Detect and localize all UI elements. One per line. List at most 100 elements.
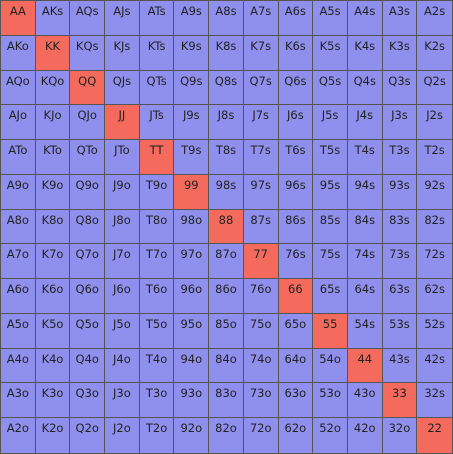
hand-cell-pair[interactable]: 66 [278,279,314,314]
hand-cell-suited[interactable]: K4s [347,35,383,71]
hand-cell-offsuit[interactable]: K7o [35,244,71,280]
hand-cell-suited[interactable]: 42s [417,348,452,384]
hand-cell-suited[interactable]: 64s [347,279,383,314]
hand-cell-suited[interactable]: A6s [278,1,314,36]
hand-cell-offsuit[interactable]: Q3o [70,383,106,419]
hand-cell-offsuit[interactable]: T4o [139,348,175,384]
hand-cell-offsuit[interactable]: Q8o [70,209,106,245]
hand-cell-suited[interactable]: 73s [382,244,418,280]
hand-cell-suited[interactable]: K6s [278,35,314,71]
hand-cell-offsuit[interactable]: 74o [243,348,279,384]
hand-cell-offsuit[interactable]: 94o [174,348,210,384]
hand-cell-pair[interactable]: QQ [70,70,106,106]
hand-cell-suited[interactable]: J8s [209,105,244,141]
hand-cell-offsuit[interactable]: A4o [1,348,36,384]
hand-cell-pair[interactable]: 88 [209,209,244,245]
hand-cell-offsuit[interactable]: 87o [209,244,244,280]
hand-cell-suited[interactable]: 85s [313,209,348,245]
hand-cell-offsuit[interactable]: 96o [174,279,210,314]
hand-cell-suited[interactable]: QTs [139,70,175,106]
hand-cell-offsuit[interactable]: Q2o [70,418,106,453]
hand-cell-offsuit[interactable]: T8o [139,209,175,245]
hand-cell-suited[interactable]: 95s [313,174,348,210]
hand-cell-offsuit[interactable]: A7o [1,244,36,280]
hand-cell-offsuit[interactable]: 85o [209,313,244,349]
hand-cell-suited[interactable]: T3s [382,140,418,175]
hand-cell-offsuit[interactable]: J5o [105,313,140,349]
hand-cell-offsuit[interactable]: AKo [1,35,36,71]
hand-cell-offsuit[interactable]: 95o [174,313,210,349]
hand-cell-offsuit[interactable]: KQo [35,70,71,106]
hand-cell-suited[interactable]: T5s [313,140,348,175]
hand-cell-offsuit[interactable]: QTo [70,140,106,175]
hand-cell-offsuit[interactable]: 86o [209,279,244,314]
hand-cell-suited[interactable]: KTs [139,35,175,71]
hand-cell-suited[interactable]: 43s [382,348,418,384]
hand-cell-offsuit[interactable]: K5o [35,313,71,349]
hand-cell-offsuit[interactable]: T5o [139,313,175,349]
hand-cell-offsuit[interactable]: 52o [313,418,348,453]
hand-cell-suited[interactable]: T2s [417,140,452,175]
hand-cell-offsuit[interactable]: A3o [1,383,36,419]
hand-cell-suited[interactable]: Q5s [313,70,348,106]
hand-cell-offsuit[interactable]: 84o [209,348,244,384]
hand-cell-suited[interactable]: 84s [347,209,383,245]
hand-cell-suited[interactable]: AJs [105,1,140,36]
hand-cell-offsuit[interactable]: QJo [70,105,106,141]
hand-cell-suited[interactable]: 72s [417,244,452,280]
hand-cell-offsuit[interactable]: T3o [139,383,175,419]
hand-cell-offsuit[interactable]: KJo [35,105,71,141]
hand-cell-offsuit[interactable]: 75o [243,313,279,349]
hand-cell-suited[interactable]: 76s [278,244,314,280]
hand-cell-offsuit[interactable]: A2o [1,418,36,453]
hand-cell-suited[interactable]: Q4s [347,70,383,106]
hand-cell-offsuit[interactable]: A8o [1,209,36,245]
hand-cell-suited[interactable]: J9s [174,105,210,141]
hand-cell-suited[interactable]: 82s [417,209,452,245]
hand-cell-offsuit[interactable]: K8o [35,209,71,245]
hand-cell-suited[interactable]: J5s [313,105,348,141]
hand-cell-suited[interactable]: Q2s [417,70,452,106]
hand-cell-offsuit[interactable]: T6o [139,279,175,314]
hand-cell-suited[interactable]: T4s [347,140,383,175]
hand-cell-offsuit[interactable]: 72o [243,418,279,453]
hand-cell-offsuit[interactable]: Q9o [70,174,106,210]
hand-cell-offsuit[interactable]: KTo [35,140,71,175]
hand-cell-suited[interactable]: A7s [243,1,279,36]
hand-cell-offsuit[interactable]: 98o [174,209,210,245]
hand-cell-pair[interactable]: AA [1,1,36,36]
hand-cell-pair[interactable]: 44 [347,348,383,384]
hand-cell-suited[interactable]: AKs [35,1,71,36]
hand-cell-suited[interactable]: 32s [417,383,452,419]
hand-cell-suited[interactable]: Q6s [278,70,314,106]
hand-cell-offsuit[interactable]: 42o [347,418,383,453]
hand-cell-suited[interactable]: 62s [417,279,452,314]
hand-cell-suited[interactable]: QJs [105,70,140,106]
hand-cell-suited[interactable]: J7s [243,105,279,141]
hand-cell-suited[interactable]: J2s [417,105,452,141]
hand-cell-offsuit[interactable]: Q4o [70,348,106,384]
hand-cell-pair[interactable]: 99 [174,174,210,210]
hand-cell-offsuit[interactable]: J8o [105,209,140,245]
hand-cell-offsuit[interactable]: 65o [278,313,314,349]
hand-cell-suited[interactable]: T8s [209,140,244,175]
hand-cell-offsuit[interactable]: 83o [209,383,244,419]
hand-cell-offsuit[interactable]: ATo [1,140,36,175]
hand-cell-suited[interactable]: T9s [174,140,210,175]
hand-cell-offsuit[interactable]: 97o [174,244,210,280]
hand-cell-offsuit[interactable]: A5o [1,313,36,349]
hand-cell-suited[interactable]: A2s [417,1,452,36]
hand-cell-suited[interactable]: ATs [139,1,175,36]
hand-cell-offsuit[interactable]: A9o [1,174,36,210]
hand-cell-suited[interactable]: J4s [347,105,383,141]
hand-cell-offsuit[interactable]: J2o [105,418,140,453]
hand-cell-offsuit[interactable]: T7o [139,244,175,280]
hand-cell-suited[interactable]: T6s [278,140,314,175]
hand-cell-suited[interactable]: KJs [105,35,140,71]
hand-cell-offsuit[interactable]: J4o [105,348,140,384]
hand-cell-offsuit[interactable]: T9o [139,174,175,210]
hand-cell-suited[interactable]: 92s [417,174,452,210]
hand-cell-suited[interactable]: J6s [278,105,314,141]
hand-cell-offsuit[interactable]: K3o [35,383,71,419]
hand-cell-suited[interactable]: 75s [313,244,348,280]
